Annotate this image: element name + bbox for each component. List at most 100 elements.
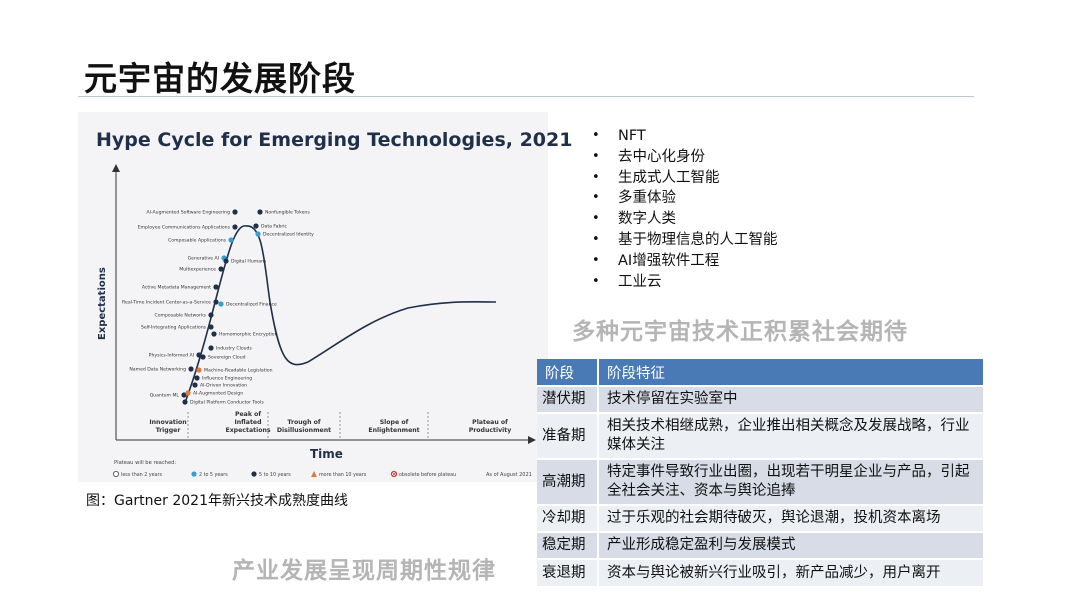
hype-cycle-title: Hype Cycle for Emerging Technologies, 20… bbox=[96, 129, 573, 151]
table-row: 准备期 相关技术相继成熟，企业推出相关概念及发展战略，行业媒体关注 bbox=[537, 412, 985, 459]
technology-point bbox=[185, 390, 191, 396]
header-stage: 阶段 bbox=[537, 359, 599, 386]
legend-label: obsolete before plateau bbox=[399, 472, 456, 478]
technology-point bbox=[218, 301, 224, 307]
stage-cell: 准备期 bbox=[537, 412, 599, 459]
technology-point bbox=[223, 258, 229, 264]
table-row: 潜伏期 技术停留在实验室中 bbox=[537, 385, 985, 413]
feature-cell: 相关技术相继成熟，企业推出相关概念及发展战略，行业媒体关注 bbox=[598, 412, 985, 459]
technology-label: Decentralized Identity bbox=[263, 232, 314, 238]
list-item: 生成式人工智能 bbox=[590, 168, 778, 189]
list-item: 数字人类 bbox=[590, 209, 778, 230]
figure-caption: 图：Gartner 2021年新兴技术成熟度曲线 bbox=[86, 493, 348, 509]
technology-label: AI-Driven Innovation bbox=[200, 383, 247, 389]
slide-title: 元宇宙的发展阶段 bbox=[84, 59, 356, 98]
technology-point bbox=[181, 392, 187, 398]
list-item: 基于物理信息的人工智能 bbox=[590, 230, 778, 251]
phase-plateau: Plateau of Productivity bbox=[469, 419, 512, 434]
technology-label: Named Data Networking bbox=[129, 367, 186, 373]
legend: less than 2 years 2 to 5 years 5 to 10 yea… bbox=[112, 470, 456, 478]
hype-cycle-figure: Hype Cycle for Emerging Technologies, 20… bbox=[78, 112, 572, 482]
list-item: 去中心化身份 bbox=[590, 147, 778, 168]
technology-point bbox=[218, 266, 224, 272]
y-axis-label: Expectations bbox=[97, 267, 108, 340]
technology-point bbox=[208, 345, 214, 351]
technology-point bbox=[232, 224, 238, 230]
technology-label: Multiexperience bbox=[179, 267, 216, 273]
technology-label: Quantum ML bbox=[150, 393, 180, 399]
legend-marker bbox=[311, 471, 317, 477]
feature-cell: 资本与舆论被新兴行业吸引，新产品减少，用户离开 bbox=[598, 558, 985, 586]
feature-cell: 技术停留在实验室中 bbox=[598, 385, 985, 413]
table-row: 冷却期 过于乐观的社会期待破灭，舆论退潮，投机资本离场 bbox=[537, 504, 985, 532]
stage-cell: 稳定期 bbox=[537, 531, 599, 559]
technology-point bbox=[182, 399, 188, 405]
technology-points: AI-Augmented Software Engineering Nonfung… bbox=[122, 209, 314, 406]
technology-label: Nonfungible Tokens bbox=[265, 210, 310, 216]
list-item: 多重体验 bbox=[590, 188, 778, 209]
technology-point bbox=[253, 223, 259, 229]
table-header-row: 阶段 阶段特征 bbox=[537, 359, 985, 386]
technology-label: Decentralized Finance bbox=[226, 302, 277, 308]
technology-label: Active Metadata Management bbox=[142, 285, 211, 291]
technology-label: AI-Augmented Software Engineering bbox=[146, 210, 230, 216]
watermark-social-expectation: 多种元宇宙技术正积累社会期待 bbox=[572, 319, 908, 345]
feature-cell: 产业形成稳定盈利与发展模式 bbox=[598, 531, 985, 559]
legend-label: 2 to 5 years bbox=[199, 472, 228, 478]
legend-label: more than 10 years bbox=[319, 472, 367, 478]
technology-point bbox=[192, 382, 198, 388]
technology-point bbox=[211, 331, 217, 337]
stage-cell: 衰退期 bbox=[537, 558, 599, 586]
technology-label: Industry Clouds bbox=[216, 346, 252, 352]
feature-cell: 特定事件导致行业出圈，出现若干明星企业与产品，引起全社会关注、资本与舆论追捧 bbox=[598, 458, 985, 505]
legend-label: less than 2 years bbox=[121, 472, 163, 478]
technology-label: AI-Augmented Design bbox=[193, 391, 243, 397]
stage-cell: 高潮期 bbox=[537, 458, 599, 505]
technology-list: NFT 去中心化身份 生成式人工智能 多重体验 数字人类 基于物理信息的人工智能… bbox=[590, 126, 778, 292]
technology-point bbox=[208, 312, 214, 318]
technology-point bbox=[208, 324, 214, 330]
legend-label: 5 to 10 years bbox=[259, 472, 291, 478]
technology-label: Homomorphic Encryption bbox=[219, 332, 278, 338]
stage-cell: 冷却期 bbox=[537, 504, 599, 532]
technology-point bbox=[213, 299, 219, 305]
technology-point bbox=[196, 352, 202, 358]
legend-marker bbox=[251, 471, 257, 477]
hype-curve bbox=[185, 225, 497, 401]
phase-trough: Trough of Disillusionment bbox=[277, 419, 331, 434]
technology-point bbox=[257, 209, 263, 215]
technology-label: Machine-Readable Legislation bbox=[204, 368, 273, 374]
table-row: 高潮期 特定事件导致行业出圈，出现若干明星企业与产品，引起全社会关注、资本与舆论… bbox=[537, 458, 985, 505]
technology-label: Data Fabric bbox=[261, 224, 288, 230]
list-item: AI增强软件工程 bbox=[590, 251, 778, 272]
watermark-cycle: 产业发展呈现周期性规律 bbox=[232, 558, 496, 584]
table-row: 稳定期 产业形成稳定盈利与发展模式 bbox=[537, 531, 985, 559]
technology-label: Employee Communications Applications bbox=[138, 225, 231, 231]
technology-label: Self-Integrating Applications bbox=[141, 325, 207, 331]
technology-point bbox=[232, 209, 238, 215]
technology-label: Physics-Informed AI bbox=[149, 353, 194, 359]
stage-table: 阶段 阶段特征 潜伏期 技术停留在实验室中 准备期 相关技术相继成熟，企业推出相… bbox=[537, 359, 985, 586]
stage-cell: 潜伏期 bbox=[537, 385, 599, 413]
technology-point bbox=[228, 237, 234, 243]
y-axis-arrow bbox=[112, 164, 120, 172]
as-of-date: As of August 2021 bbox=[486, 472, 532, 478]
technology-label: Generative AI bbox=[188, 256, 219, 262]
table-row: 衰退期 资本与舆论被新兴行业吸引，新产品减少，用户离开 bbox=[537, 558, 985, 586]
technology-label: Composable Applications bbox=[168, 238, 227, 244]
hype-cycle-chart: Expectations Time Innovation Trigger Peak… bbox=[97, 164, 536, 478]
phase-peak: Peak of Inflated Expectations bbox=[225, 411, 270, 434]
x-axis-arrow bbox=[528, 436, 536, 444]
legend-marker bbox=[191, 471, 197, 477]
technology-label: Digital Humans bbox=[231, 259, 267, 265]
technology-point bbox=[196, 367, 202, 373]
phase-slope: Slope of Enlightenment bbox=[368, 419, 419, 434]
title-divider bbox=[78, 96, 974, 97]
technology-label: Real-Time Incident Center-as-a-Service bbox=[122, 300, 211, 306]
technology-point bbox=[194, 375, 200, 381]
plateau-label: Plateau will be reached: bbox=[114, 460, 176, 466]
list-item: NFT bbox=[590, 126, 778, 147]
x-axis-label: Time bbox=[310, 447, 343, 461]
technology-label: Digital Platform Conductor Tools bbox=[190, 400, 264, 406]
list-item: 工业云 bbox=[590, 272, 778, 293]
